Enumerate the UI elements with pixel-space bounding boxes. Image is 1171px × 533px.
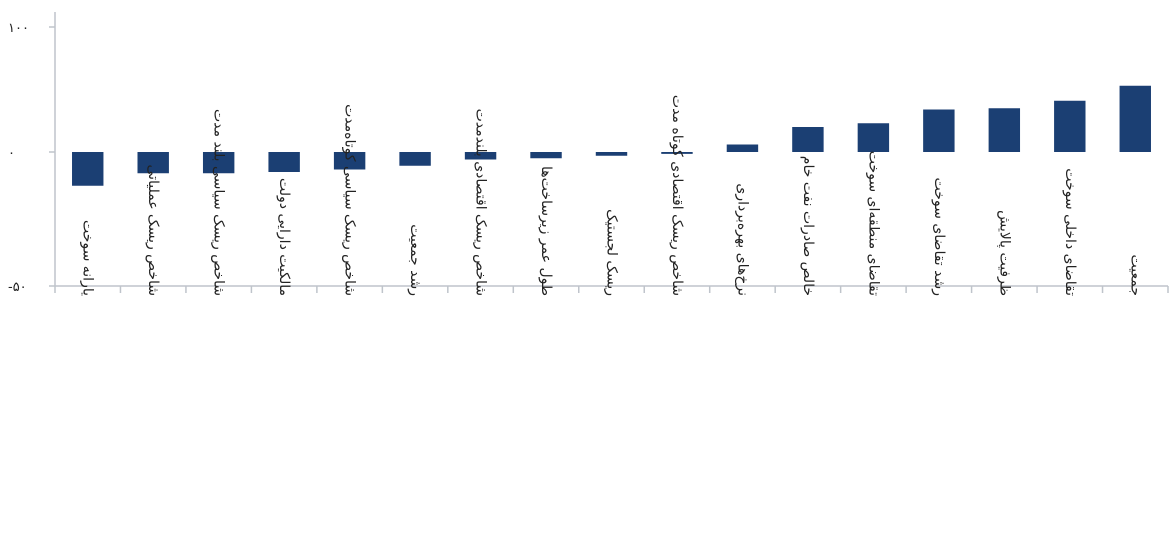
x-category-label: طول عمر زیرساخت‌ها	[538, 166, 554, 296]
x-category-label: شاخص ریسک اقتصادی کوتاه مدت	[669, 95, 685, 296]
bar	[857, 123, 890, 152]
bar	[333, 152, 366, 170]
y-tick-label: ۱۰۰	[8, 21, 29, 36]
x-category-label: شاخص ریسک سیاسی بلند مدت	[211, 109, 227, 296]
x-category-label: رشد تقاضای سوخت	[931, 178, 947, 296]
bar	[661, 152, 693, 154]
bar	[137, 152, 169, 174]
bar	[464, 152, 497, 160]
y-ticks: ۱۰۰ ۰ -۵۰	[8, 21, 55, 295]
x-category-label: شاخص ریسک اقتصادی بلندمدت	[473, 109, 489, 296]
bars	[72, 85, 1151, 186]
axes	[54, 12, 1168, 287]
y-tick-label: -۵۰	[8, 280, 27, 295]
x-category-label: شاخص ریسک سیاسی کوتاه‌مدت	[342, 104, 358, 296]
x-category-label: خالص صادرات نفت خام	[800, 156, 816, 296]
bar	[726, 144, 759, 152]
bar	[202, 152, 235, 174]
bar	[1054, 100, 1086, 152]
y-tick-label: ۰	[8, 146, 15, 161]
x-category-label: نرخ‌های بهره‌برداری	[734, 183, 750, 296]
x-category-label: تقاضای داخلی سوخت	[1062, 168, 1078, 296]
bar	[399, 152, 431, 166]
bar	[530, 152, 562, 159]
x-category-label: تقاضای منطقه‌ای سوخت	[865, 151, 881, 296]
x-category-label: ریسک لجستیک	[604, 209, 620, 296]
x-category-label: رشد جمعیت	[407, 224, 423, 296]
bar	[268, 152, 300, 172]
x-category-label: یارانه سوخت	[80, 220, 96, 296]
bar	[923, 109, 955, 152]
x-category-label: شاخص ریسک عملیاتی	[145, 164, 161, 296]
bar	[1119, 85, 1151, 152]
bar	[988, 108, 1021, 152]
x-ticks	[54, 286, 1169, 293]
x-category-label: ظرفیت پالایش	[996, 210, 1012, 296]
x-category-label: جمعیت	[1127, 255, 1143, 296]
bar	[792, 127, 824, 152]
bar	[595, 152, 628, 156]
category-labels: یارانه سوخت شاخص ریسک عملیاتی شاخص ریسک سی…	[80, 95, 1144, 296]
bar	[72, 152, 104, 186]
x-category-label: مالکیت دارایی دولت	[276, 178, 292, 296]
